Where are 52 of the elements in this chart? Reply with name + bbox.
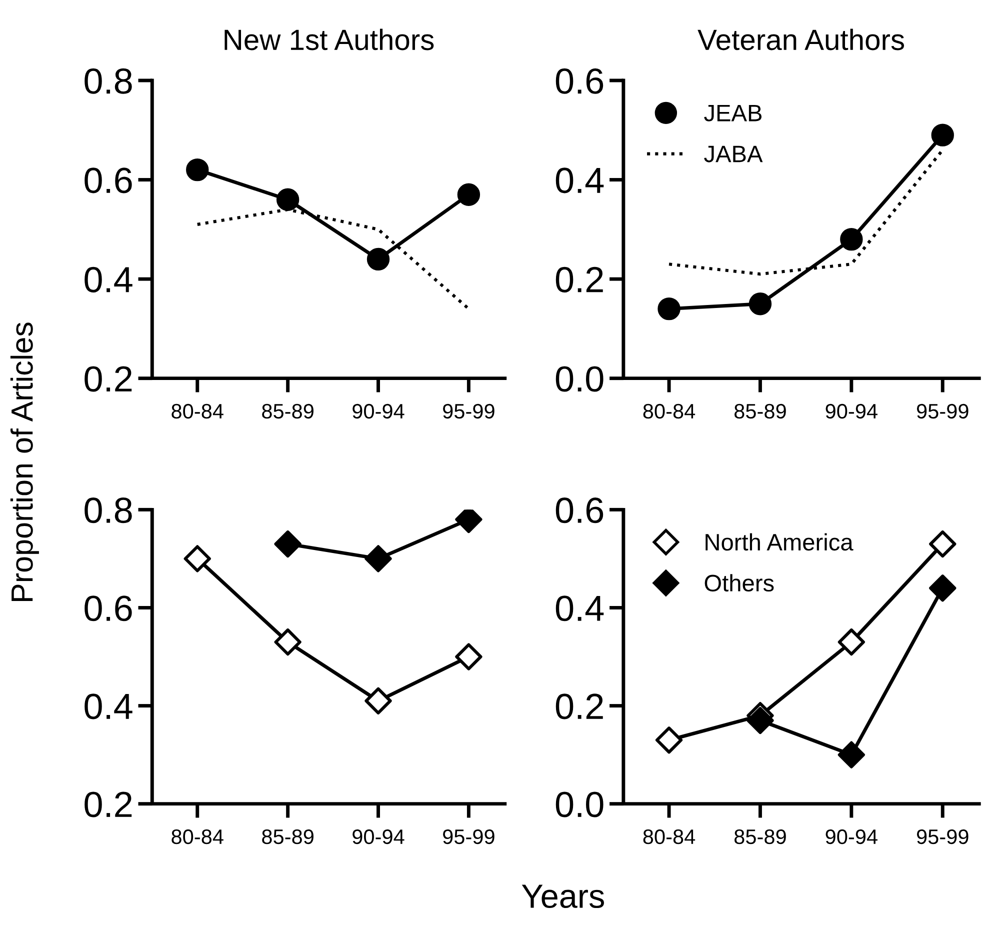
y-tick-label: 0.4 [84,694,132,720]
point [274,628,302,656]
y-tick-label: 0.6 [84,168,132,194]
y-tick-label: 0.8 [84,498,132,524]
y-tick-label: 0.2 [556,266,603,292]
y-tick-label: 0.8 [84,68,132,94]
x-tick-label: 95-99 [443,829,494,844]
x-axis-title: Years [522,884,604,908]
y-tick-label: 0.0 [556,792,604,818]
point [929,574,956,602]
x-tick-label: 85-89 [262,404,314,419]
y-tick-label: 0.4 [84,266,132,292]
point [838,741,865,768]
y-tick-label: 0.2 [84,366,132,392]
legend-label: Others [704,574,774,592]
x-tick-label: 85-89 [734,404,786,419]
x-tick-label: 95-99 [443,404,494,419]
x-tick-label: 85-89 [734,829,786,844]
x-tick-label: 85-89 [262,829,314,844]
x-tick-label: 80-84 [643,404,696,419]
x-tick-label: 95-99 [916,829,968,844]
point [184,545,211,572]
point [655,726,683,754]
chart-title: New 1st Authors [224,28,434,50]
y-tick-label: 0.2 [84,792,132,818]
y-tick-label: 0.6 [556,498,604,524]
point [274,530,302,558]
chart-title: Veteran Authors [698,28,904,50]
x-tick-label: 95-99 [916,404,968,419]
point [455,643,482,670]
x-tick-label: 90-94 [826,404,878,419]
x-tick-label: 80-84 [643,829,696,844]
point [838,628,865,656]
y-axis-title: Proportion of Articles [10,322,39,601]
point [929,530,956,558]
legend-label: JEAB [704,104,762,122]
x-tick-label: 90-94 [352,829,404,844]
y-tick-label: 0.0 [556,366,604,392]
legend-label: JABA [704,146,763,162]
y-tick-label: 0.4 [556,596,604,622]
x-tick-label: 80-84 [172,404,224,419]
x-tick-label: 90-94 [352,404,404,419]
legend-label: North America [706,533,854,551]
y-tick-label: 0.4 [556,168,604,194]
point [364,687,392,714]
x-tick-label: 90-94 [826,829,878,844]
point [746,706,774,734]
point [364,545,392,572]
y-tick-label: 0.6 [556,68,604,94]
x-tick-label: 80-84 [172,829,224,844]
y-tick-label: 0.6 [84,596,132,622]
y-tick-label: 0.2 [556,694,603,720]
